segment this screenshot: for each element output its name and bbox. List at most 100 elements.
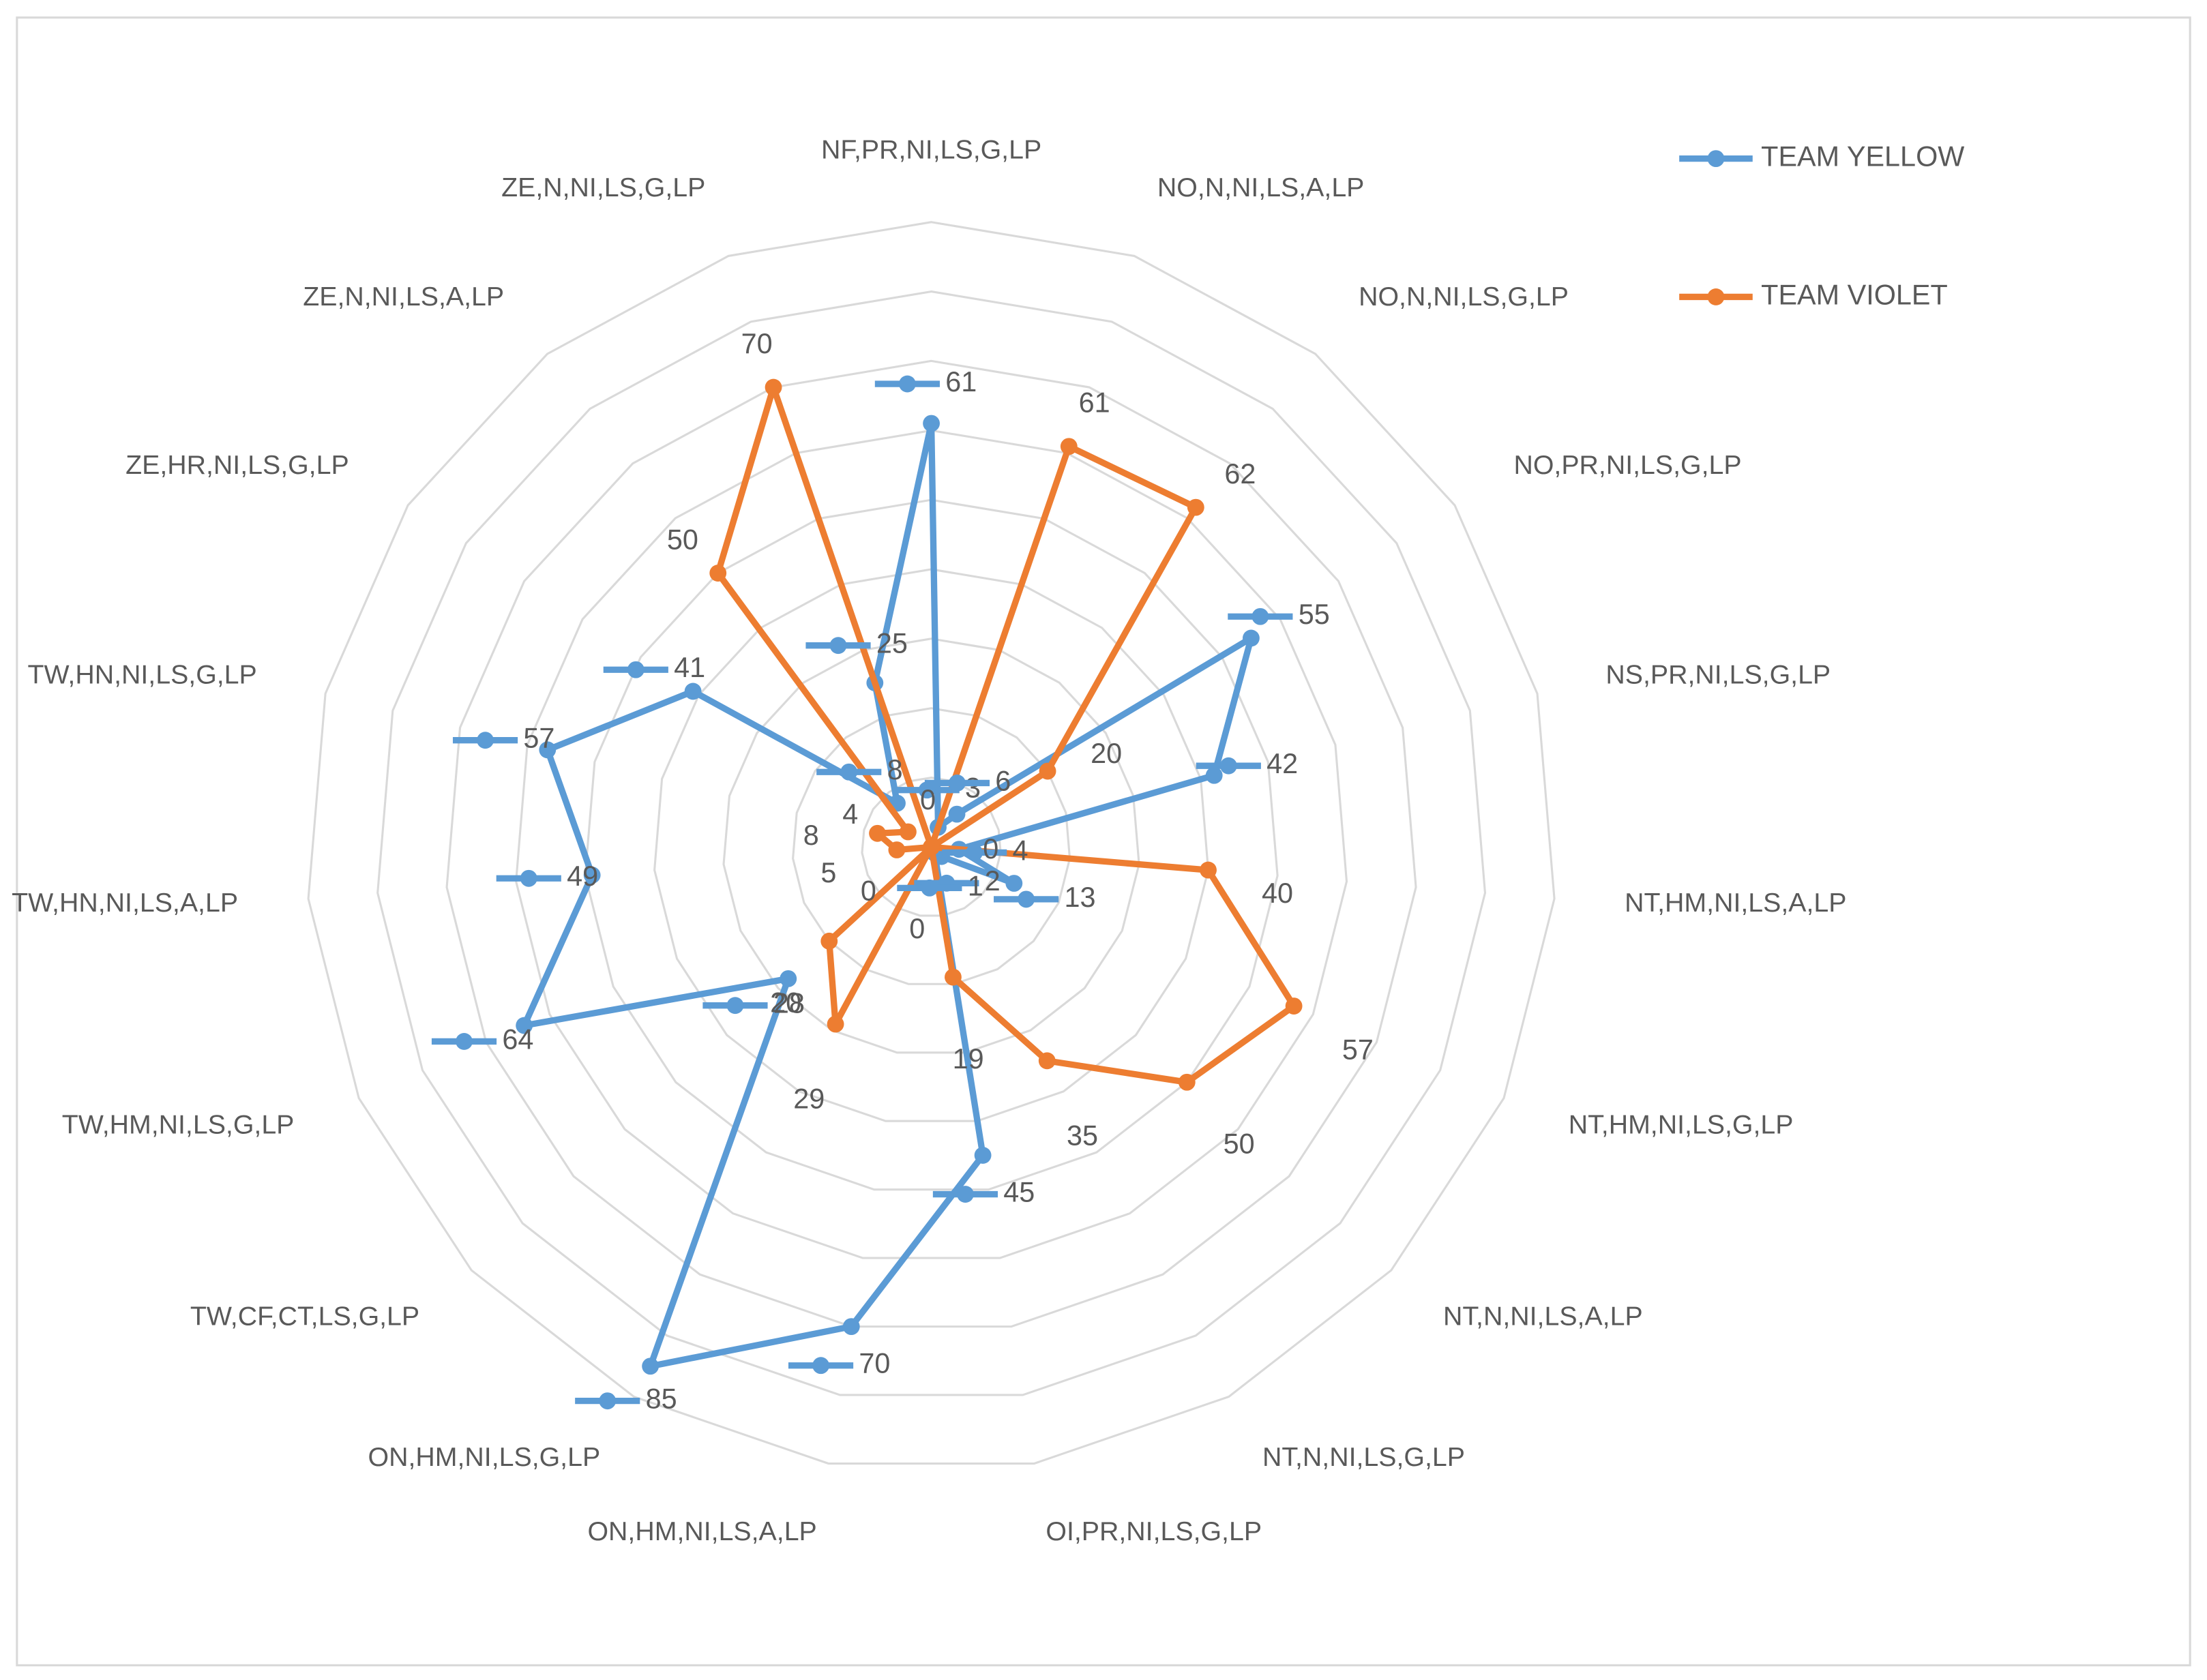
legend-label: TEAM YELLOW bbox=[1761, 141, 1964, 172]
data-label: 6 bbox=[995, 765, 1011, 796]
data-point bbox=[974, 1147, 992, 1164]
data-point bbox=[900, 823, 917, 841]
grid-ring bbox=[445, 359, 1417, 1328]
data-point bbox=[539, 741, 557, 759]
data-label: 55 bbox=[1299, 599, 1330, 630]
data-label: 70 bbox=[741, 328, 773, 359]
legend-marker bbox=[1707, 150, 1725, 168]
data-label: 50 bbox=[667, 524, 698, 555]
data-label: 57 bbox=[523, 723, 554, 754]
data-point bbox=[923, 415, 940, 432]
data-point bbox=[945, 968, 962, 986]
category-label: ON,HM,NI,LS,A,LP bbox=[587, 1516, 816, 1546]
data-label: 8 bbox=[887, 754, 903, 785]
data-label: 45 bbox=[1003, 1176, 1035, 1208]
legend-marker bbox=[1707, 288, 1725, 305]
legend: TEAM YELLOW TEAM VIOLET bbox=[1679, 141, 1964, 310]
data-label: 40 bbox=[1262, 877, 1293, 909]
data-point bbox=[842, 1318, 860, 1336]
data-point bbox=[709, 565, 727, 582]
series-line bbox=[520, 420, 1255, 1370]
data-label: 25 bbox=[876, 628, 908, 659]
category-label: NT,N,NI,LS,A,LP bbox=[1443, 1302, 1643, 1332]
category-label: NT,HM,NI,LS,G,LP bbox=[1569, 1109, 1794, 1139]
data-label: 3 bbox=[965, 772, 981, 804]
category-label: TW,CF,CT,LS,G,LP bbox=[190, 1302, 419, 1332]
label-key-marker bbox=[456, 1033, 473, 1050]
legend-label: TEAM VIOLET bbox=[1761, 279, 1948, 310]
label-key-marker bbox=[1018, 890, 1035, 908]
grid-ring bbox=[722, 638, 1140, 1054]
data-label: 20 bbox=[1091, 738, 1122, 769]
data-point bbox=[1038, 1052, 1056, 1070]
label-layer: NF,PR,NI,LS,G,LP NO,N,NI,LS,A,LP NO,N,NI,L… bbox=[12, 135, 1846, 1546]
category-label: ZE,N,NI,LS,A,LP bbox=[303, 282, 504, 312]
category-label: NO,N,NI,LS,A,LP bbox=[1157, 172, 1365, 202]
label-key-marker bbox=[477, 732, 494, 749]
data-label: 57 bbox=[1342, 1034, 1374, 1066]
label-key-marker bbox=[1219, 757, 1237, 775]
category-label: ON,HM,NI,LS,G,LP bbox=[368, 1442, 601, 1472]
label-key-marker bbox=[812, 1357, 829, 1375]
data-label: 4 bbox=[1013, 835, 1028, 866]
label-key-marker bbox=[1251, 608, 1269, 625]
grid-ring bbox=[376, 290, 1487, 1396]
data-label: 0 bbox=[920, 784, 936, 815]
data-point bbox=[1243, 629, 1260, 647]
grid-ring bbox=[515, 429, 1348, 1259]
data-point bbox=[1178, 1073, 1196, 1091]
data-label: 61 bbox=[1079, 387, 1110, 419]
data-point bbox=[684, 682, 702, 700]
label-key-marker bbox=[627, 661, 645, 678]
data-point bbox=[642, 1358, 660, 1375]
data-label: 19 bbox=[953, 1043, 984, 1075]
data-point bbox=[583, 867, 601, 884]
data-label: 85 bbox=[646, 1383, 677, 1415]
series-layer bbox=[516, 378, 1303, 1375]
data-point bbox=[1285, 997, 1303, 1015]
category-label: NT,HM,NI,LS,A,LP bbox=[1625, 888, 1846, 918]
data-point bbox=[1187, 498, 1204, 516]
category-label: TW,HN,NI,LS,G,LP bbox=[27, 659, 256, 689]
label-key-marker bbox=[829, 637, 847, 655]
data-point bbox=[765, 378, 782, 396]
label-key-marker bbox=[599, 1392, 617, 1410]
category-label: NS,PR,NI,LS,G,LP bbox=[1605, 659, 1831, 689]
data-point bbox=[516, 1017, 533, 1034]
data-point bbox=[1005, 875, 1023, 892]
category-label: NF,PR,NI,LS,G,LP bbox=[821, 135, 1041, 165]
data-label: 35 bbox=[1067, 1120, 1098, 1152]
category-label: NT,N,NI,LS,G,LP bbox=[1262, 1442, 1465, 1472]
label-key-marker bbox=[898, 375, 916, 393]
data-point bbox=[1205, 766, 1223, 784]
label-key-marker bbox=[840, 763, 858, 781]
label-key-marker bbox=[921, 879, 938, 897]
data-point bbox=[780, 970, 797, 987]
data-point bbox=[1200, 861, 1217, 879]
grid-ring bbox=[653, 568, 1210, 1122]
label-key-marker bbox=[966, 844, 983, 861]
data-point bbox=[948, 805, 966, 823]
data-point bbox=[923, 838, 940, 856]
data-label: 70 bbox=[859, 1348, 890, 1379]
data-label: 5 bbox=[820, 857, 836, 888]
label-key-marker bbox=[726, 997, 744, 1015]
data-label: 8 bbox=[803, 820, 819, 851]
data-label: 62 bbox=[1224, 458, 1256, 490]
data-label: 29 bbox=[793, 1083, 825, 1115]
category-label: ZE,N,NI,LS,G,LP bbox=[501, 172, 705, 202]
category-label: NO,PR,NI,LS,G,LP bbox=[1513, 450, 1741, 480]
data-label: 64 bbox=[502, 1023, 533, 1055]
data-label: 1 bbox=[968, 870, 983, 901]
data-label: 0 bbox=[983, 833, 998, 865]
category-label: OI,PR,NI,LS,G,LP bbox=[1046, 1516, 1262, 1546]
data-label: 2 bbox=[985, 865, 1001, 897]
data-label: 61 bbox=[945, 366, 977, 397]
grid-ring bbox=[861, 776, 1002, 917]
label-key-marker bbox=[949, 774, 966, 792]
data-label: 20 bbox=[770, 987, 801, 1019]
data-point bbox=[827, 1015, 844, 1033]
data-point bbox=[869, 824, 886, 842]
category-label: NO,N,NI,LS,G,LP bbox=[1359, 282, 1569, 312]
